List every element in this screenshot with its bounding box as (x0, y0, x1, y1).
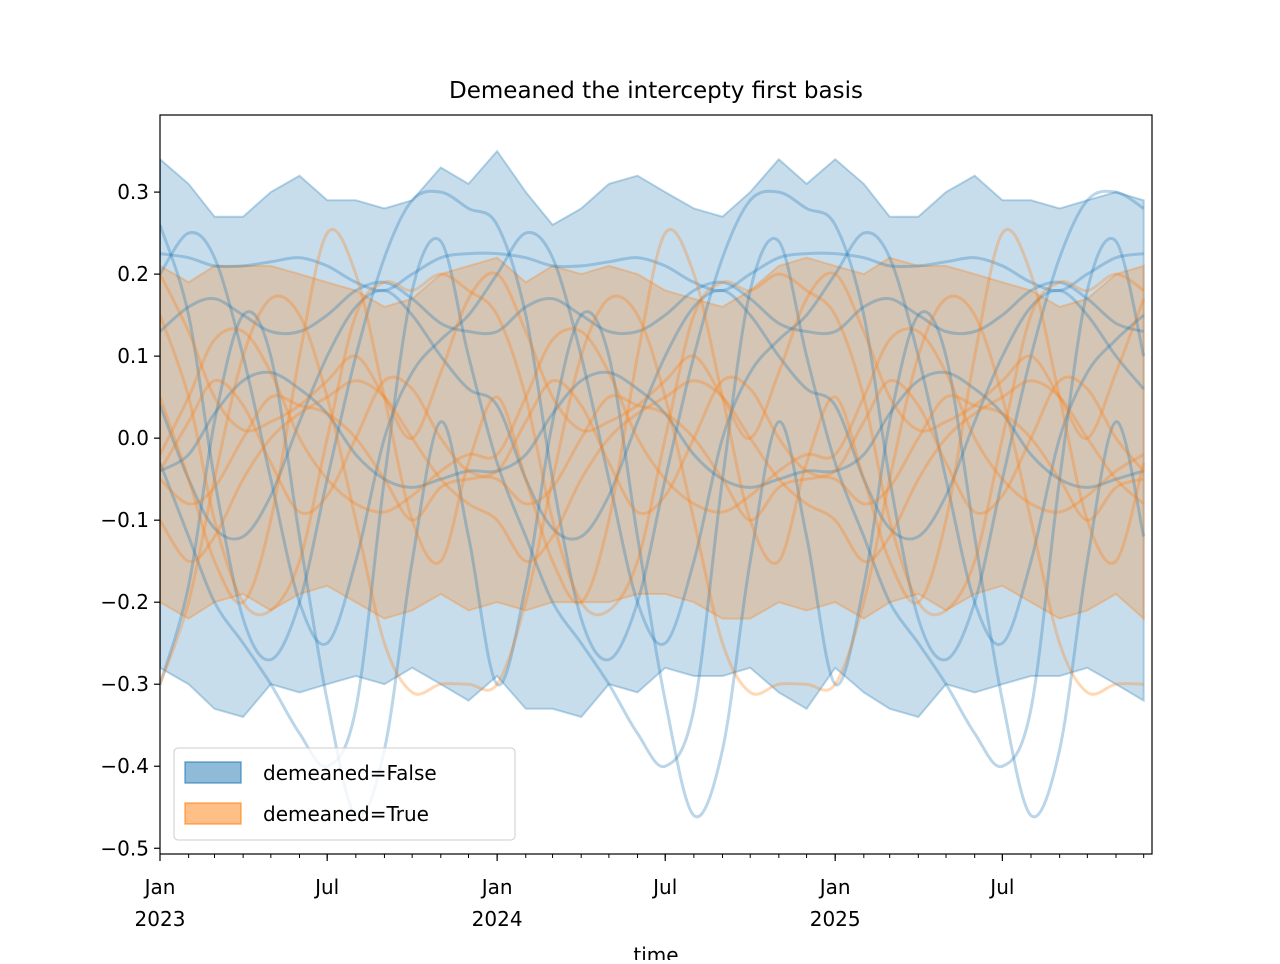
plot-area (160, 149, 1146, 819)
series-line-4 (160, 231, 1145, 646)
series-line-8 (160, 228, 1146, 605)
series-line-7 (160, 310, 1146, 819)
series-line-5 (160, 370, 1145, 489)
x-tick-label: Jul (651, 875, 677, 899)
legend-label-demeaned-false: demeaned=False (263, 761, 437, 785)
x-tick-label: Jul (313, 875, 339, 899)
chart-title: Demeaned the intercepty first basis (449, 78, 863, 104)
legend-patch-demeaned-true (184, 802, 242, 825)
y-tick-label: −0.5 (100, 836, 149, 860)
band-demeaned-false (160, 149, 1145, 719)
x-tick-label: Jul (988, 875, 1014, 899)
x-tick-year-label: 2023 (135, 907, 186, 931)
series-line-1 (160, 251, 1144, 293)
x-tick-year-label: 2024 (472, 907, 523, 931)
y-tick-label: −0.2 (100, 590, 149, 614)
series-line-2 (160, 280, 1145, 336)
x-axis-label: time (633, 943, 678, 960)
y-tick-label: −0.1 (100, 508, 149, 532)
legend-patch-demeaned-false (184, 761, 242, 784)
series-line-15 (160, 375, 1145, 515)
y-tick-label: 0.1 (117, 344, 149, 368)
legend: demeaned=False demeaned=True (173, 747, 516, 841)
y-tick-label: 0.2 (117, 262, 149, 286)
series-line-11 (160, 272, 1145, 617)
y-tick-label: −0.4 (100, 754, 149, 778)
x-tick-label: Jan (480, 875, 513, 899)
series-line-0 (160, 189, 1145, 662)
y-tick-label: −0.3 (100, 672, 149, 696)
x-axis: Jan 2023 Jul Jan 2024 Jul Jan 2025 Jul (135, 854, 1145, 931)
series-line-14 (160, 271, 1146, 440)
legend-frame (173, 747, 516, 841)
y-axis: 0.3 0.2 0.1 0.0 −0.1 −0.2 −0.3 −0.4 −0.5 (100, 180, 160, 860)
band-demeaned-true (160, 256, 1145, 621)
axes-frame (159, 114, 1153, 855)
legend-label-demeaned-true: demeaned=True (263, 802, 429, 826)
series-line-10 (160, 379, 1145, 563)
x-tick-year-label: 2025 (810, 907, 861, 931)
series-line-13 (160, 294, 1144, 696)
series-line-3 (160, 288, 1145, 541)
series-line-6 (160, 237, 1146, 769)
x-tick-label: Jan (818, 875, 851, 899)
series-line-9 (160, 327, 1145, 514)
y-tick-label: 0.3 (117, 180, 149, 204)
y-tick-label: 0.0 (117, 426, 149, 450)
series-line-12 (160, 394, 1145, 522)
x-tick-label: Jan (143, 875, 176, 899)
